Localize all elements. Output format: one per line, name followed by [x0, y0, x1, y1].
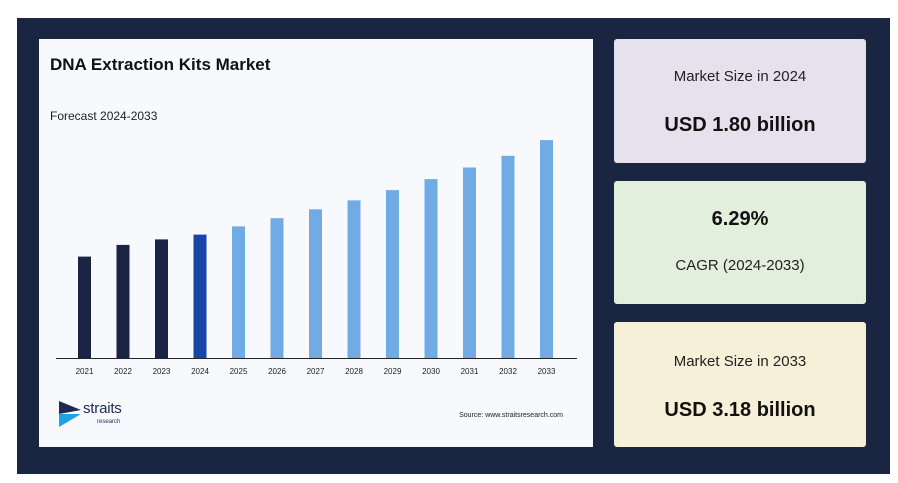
x-tick-label-2023: 2023 — [153, 367, 171, 376]
x-tick-label-2026: 2026 — [268, 367, 286, 376]
market-size-2033-value: USD 3.18 billion — [664, 399, 816, 421]
market-size-2033-label: Market Size in 2033 — [673, 353, 807, 370]
bar-2023 — [155, 239, 168, 358]
bar-2030 — [424, 179, 438, 358]
bar-2022 — [116, 244, 130, 358]
x-tick-label-2028: 2028 — [345, 367, 363, 376]
x-tick-label-2033: 2033 — [538, 367, 556, 376]
chart-title: DNA Extraction Kits Market — [50, 55, 271, 74]
source-note: Source: www.straitsresearch.com — [459, 412, 563, 419]
bar-2021 — [78, 256, 91, 358]
logo-subtext: research — [97, 419, 121, 425]
straits-logo-icon — [59, 401, 81, 427]
cagr-label: CAGR (2024-2033) — [675, 257, 805, 274]
bar-2031 — [463, 167, 476, 358]
x-tick-label-2031: 2031 — [461, 367, 479, 376]
x-tick-label-2027: 2027 — [307, 367, 325, 376]
x-tick-label-2022: 2022 — [114, 367, 132, 376]
bar-2028 — [347, 200, 361, 358]
bar-2026 — [270, 218, 284, 358]
market-size-2033-card: Market Size in 2033 USD 3.18 billion — [614, 322, 866, 447]
bar-2025 — [232, 226, 245, 358]
straits-logo: straits research — [59, 399, 149, 431]
chart-subtitle: Forecast 2024-2033 — [50, 109, 158, 123]
cagr-card: 6.29% CAGR (2024-2033) — [614, 181, 866, 304]
chart-panel: DNA Extraction Kits Market Forecast 2024… — [39, 39, 593, 447]
market-size-2024-value: USD 1.80 billion — [664, 114, 816, 136]
x-tick-label-2024: 2024 — [191, 367, 209, 376]
x-tick-label-2032: 2032 — [499, 367, 517, 376]
x-tick-label-2021: 2021 — [76, 367, 94, 376]
bar-2027 — [309, 209, 322, 358]
bar-2032 — [501, 155, 515, 358]
bar-chart: 2021 2022 2023 2024 2025 2026 2027 2028 2029 2030… — [56, 140, 577, 376]
bar-2033 — [540, 140, 553, 358]
bar-2024 — [193, 234, 207, 358]
market-size-2024-card: Market Size in 2024 USD 1.80 billion — [614, 39, 866, 163]
market-size-2024-label: Market Size in 2024 — [673, 68, 807, 85]
x-tick-label-2025: 2025 — [230, 367, 248, 376]
logo-wordmark: straits — [83, 400, 122, 417]
x-tick-label-2030: 2030 — [422, 367, 440, 376]
x-tick-label-2029: 2029 — [384, 367, 402, 376]
cagr-value: 6.29% — [711, 208, 769, 230]
bar-2029 — [386, 190, 399, 358]
